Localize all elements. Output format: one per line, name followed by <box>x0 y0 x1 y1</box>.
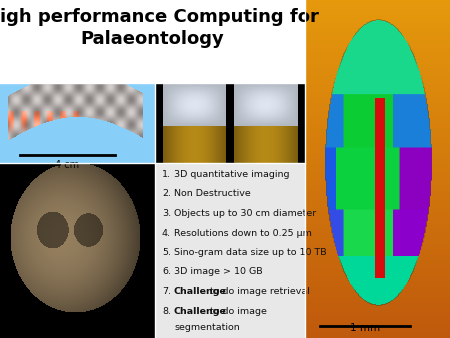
Bar <box>155 163 305 338</box>
Text: 5.: 5. <box>162 248 171 257</box>
Bar <box>0 163 155 338</box>
Text: Palaeontology: Palaeontology <box>80 30 224 48</box>
Text: Challenge: Challenge <box>174 287 227 296</box>
Text: Resolutions down to 0.25 μm: Resolutions down to 0.25 μm <box>174 228 312 238</box>
Text: 8.: 8. <box>162 307 171 315</box>
Text: to do image: to do image <box>207 307 267 315</box>
Bar <box>0 83 155 163</box>
Text: Challenge: Challenge <box>174 307 227 315</box>
Text: 4.: 4. <box>162 228 171 238</box>
Text: High performance Computing for: High performance Computing for <box>0 8 319 26</box>
Text: 1.: 1. <box>162 170 171 179</box>
Text: to do image retrieval: to do image retrieval <box>207 287 310 296</box>
Text: Objects up to 30 cm diameter: Objects up to 30 cm diameter <box>174 209 316 218</box>
Text: 3D quantitative imaging: 3D quantitative imaging <box>174 170 289 179</box>
Text: 3.: 3. <box>162 209 171 218</box>
Text: segmentation: segmentation <box>174 323 240 332</box>
Text: 6.: 6. <box>162 267 171 276</box>
Text: 2.: 2. <box>162 190 171 198</box>
Text: Non Destructive: Non Destructive <box>174 190 251 198</box>
Bar <box>0 0 305 83</box>
Text: 4 cm: 4 cm <box>55 160 79 170</box>
Text: 1 mm: 1 mm <box>350 323 380 333</box>
Text: Sino-gram data size up to 10 TB: Sino-gram data size up to 10 TB <box>174 248 327 257</box>
Text: 3D image > 10 GB: 3D image > 10 GB <box>174 267 263 276</box>
Text: 7.: 7. <box>162 287 171 296</box>
Bar <box>155 83 305 163</box>
